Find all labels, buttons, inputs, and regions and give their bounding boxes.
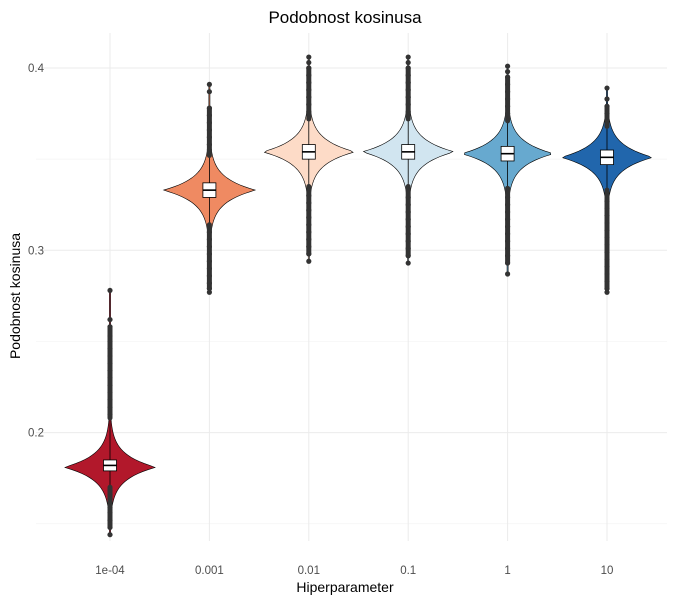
outlier-point <box>405 54 411 60</box>
x-tick-label: 1e-04 <box>95 565 125 577</box>
y-axis-title: Podobnost kosinusa <box>7 233 23 359</box>
outlier-point <box>505 69 511 75</box>
outlier-point <box>405 59 411 66</box>
violin-group <box>64 287 156 538</box>
x-axis-title: Hiperparameter <box>296 579 394 595</box>
outlier-point <box>604 289 610 295</box>
violin-group <box>263 54 354 264</box>
outlier-point <box>107 532 113 538</box>
outlier-point <box>306 54 312 60</box>
outlier-point <box>405 260 411 266</box>
outlier-point <box>107 316 113 323</box>
violin-group <box>362 54 454 266</box>
x-tick-label: 1 <box>504 565 510 577</box>
outlier-point <box>206 89 212 95</box>
outlier-point <box>505 63 511 69</box>
outlier-point <box>306 59 312 66</box>
x-tick-label: 10 <box>601 565 614 577</box>
x-tick-label: 0.01 <box>298 565 320 577</box>
y-tick-label: 0.2 <box>28 428 44 440</box>
outlier-point <box>505 271 511 277</box>
x-tick-labels: 1e-04 0.001 0.01 0.1 1 10 <box>95 565 613 577</box>
outlier-point <box>604 85 610 91</box>
outlier-point <box>306 258 312 264</box>
violin-group <box>162 81 257 295</box>
violin-series <box>64 54 652 538</box>
violin-group <box>464 63 552 277</box>
x-tick-label: 0.001 <box>195 565 224 577</box>
outlier-point <box>604 96 610 102</box>
outlier-point <box>206 289 212 295</box>
x-tick-label: 0.1 <box>400 565 416 577</box>
outlier-point <box>107 287 113 294</box>
y-tick-labels: 0.2 0.3 0.4 <box>28 63 45 440</box>
chart-title: Podobnost kosinusa <box>268 8 422 27</box>
outlier-point <box>206 81 212 88</box>
y-tick-label: 0.3 <box>28 245 44 257</box>
y-tick-label: 0.4 <box>28 63 45 75</box>
violin-group <box>562 85 652 295</box>
